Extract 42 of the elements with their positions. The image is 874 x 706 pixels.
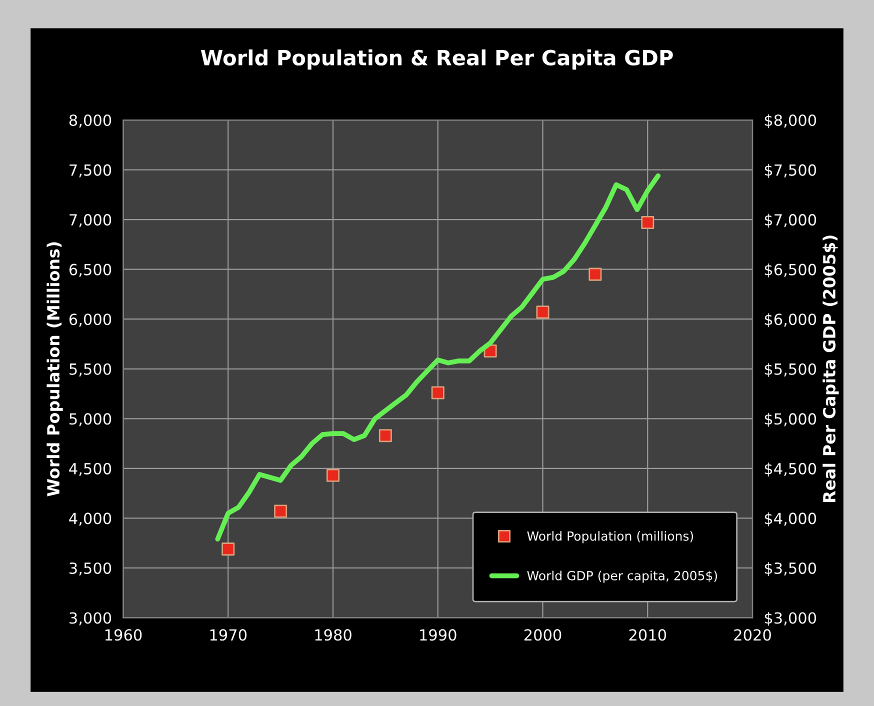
y2-tick-label: $4,000 xyxy=(764,512,816,526)
y-tick-label: 5,000 xyxy=(70,413,112,426)
chart-title: World Population & Real Per Capita GDP xyxy=(200,49,673,70)
x-tick-label: 2000 xyxy=(524,629,562,641)
point xyxy=(378,429,392,442)
y-tick-label: 6,500 xyxy=(69,264,112,277)
point xyxy=(431,386,444,400)
x-tick-label: 1960 xyxy=(105,629,142,641)
x-tick-label: 2020 xyxy=(734,629,771,641)
y2-tick-label: $7,500 xyxy=(764,164,816,178)
point xyxy=(536,306,550,319)
y2-tick-label: $3,500 xyxy=(764,562,816,576)
y2-tick-label: $5,000 xyxy=(764,412,816,427)
y-tick-label: 3,000 xyxy=(70,612,112,626)
point xyxy=(641,216,654,230)
x-tick-label: 1990 xyxy=(420,629,456,641)
y-tick-label: 7,500 xyxy=(70,164,112,178)
y2-axis-title: Real Per Capita GDP (2005$) xyxy=(822,236,839,502)
y2-tick-label: $6,000 xyxy=(764,313,816,328)
point xyxy=(588,268,602,281)
y-axis-title: World Population (Millions) xyxy=(46,242,63,496)
y-tick-label: 4,000 xyxy=(69,512,112,526)
y-tick-label: 3,500 xyxy=(70,562,112,576)
y-tick-label: 7,000 xyxy=(70,214,112,228)
x-tick-label: 1970 xyxy=(210,629,247,641)
y-tick-label: 8,000 xyxy=(69,114,112,128)
y2-tick-label: $3,000 xyxy=(764,612,816,626)
point xyxy=(326,468,340,482)
y-tick-label: 6,000 xyxy=(69,314,112,327)
legend-label: World Population (millions) xyxy=(527,531,694,544)
y2-tick-label: $7,000 xyxy=(764,214,816,228)
x-tick-label: 2010 xyxy=(629,629,666,641)
y2-tick-label: $4,500 xyxy=(764,462,816,476)
y2-tick-label: $8,000 xyxy=(764,114,816,128)
y2-tick-label: $6,500 xyxy=(764,264,816,278)
y-tick-label: 4,500 xyxy=(69,462,112,476)
y-tick-label: 5,500 xyxy=(70,363,112,376)
point xyxy=(222,542,235,556)
x-tick-label: 1980 xyxy=(315,629,352,641)
legend-label: World GDP (per capita, 2005$) xyxy=(527,570,717,583)
point xyxy=(274,504,288,518)
y2-tick-label: $5,500 xyxy=(764,363,816,377)
